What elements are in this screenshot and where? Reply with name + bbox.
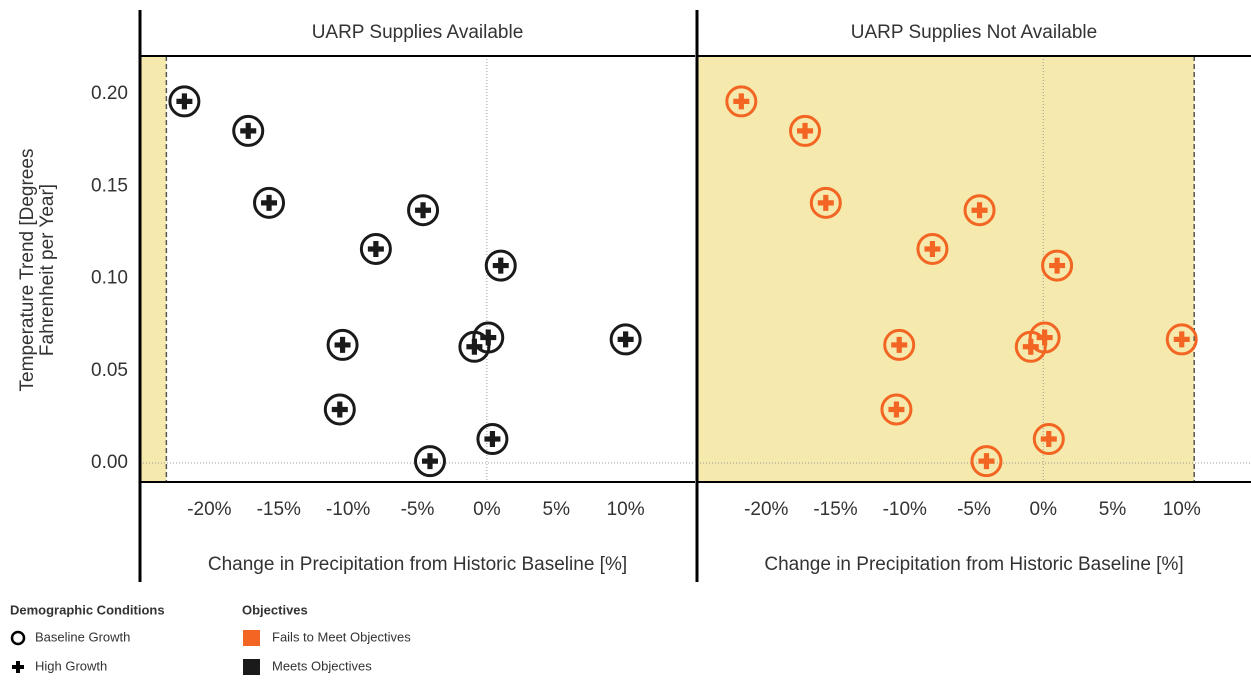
x-tick-label: 10% [607, 499, 645, 520]
plus-marker [1049, 257, 1066, 274]
plus-marker [240, 122, 257, 139]
panel-title: UARP Supplies Not Available [851, 22, 1097, 43]
circle-marker [963, 194, 996, 227]
circle-marker [970, 445, 1003, 478]
y-tick-label: 0.10 [91, 268, 128, 289]
circle-marker [916, 232, 949, 265]
y-tick-label: 0.15 [91, 175, 128, 196]
x-tick-label: -10% [326, 499, 370, 520]
plus-marker [176, 93, 193, 110]
x-tick-label: -5% [401, 499, 435, 520]
x-tick-label: -20% [187, 499, 231, 520]
plus-marker [1036, 329, 1053, 346]
circle-marker [168, 85, 201, 118]
circle-marker [883, 328, 916, 361]
x-tick-label: -10% [883, 499, 927, 520]
x-tick-label: 0% [1030, 499, 1058, 520]
legend-plus [12, 661, 24, 673]
circle-marker [609, 323, 642, 356]
panel-title: UARP Supplies Available [312, 22, 524, 43]
circle-marker [323, 393, 356, 426]
plus-marker [480, 329, 497, 346]
plus-marker [334, 336, 351, 353]
legend-circle [10, 630, 26, 646]
circle-marker [809, 186, 842, 219]
x-tick-label: -15% [257, 499, 301, 520]
circle-marker [472, 321, 505, 354]
plus-marker [797, 122, 814, 139]
plus-marker [331, 401, 348, 418]
circle-marker [407, 194, 440, 227]
circle-marker [725, 85, 758, 118]
plus-marker [733, 93, 750, 110]
circle-marker [1165, 323, 1198, 356]
legend-title: Demographic Conditions [10, 602, 165, 617]
circle-marker [232, 114, 265, 147]
threshold-shade [697, 56, 1195, 482]
legend-label: Baseline Growth [35, 629, 130, 644]
circle-marker [326, 328, 359, 361]
y-tick-label: 0.00 [91, 452, 128, 473]
circle-marker [880, 393, 913, 426]
plus-marker [367, 240, 384, 257]
circle-marker [413, 445, 446, 478]
plus-marker [415, 202, 432, 219]
plus-marker [891, 336, 908, 353]
circle-marker [359, 232, 392, 265]
x-tick-label: 5% [543, 499, 571, 520]
x-axis-label: Change in Precipitation from Historic Ba… [208, 554, 627, 575]
threshold-shade [140, 56, 167, 482]
circle-marker [484, 249, 517, 282]
circle-marker [789, 114, 822, 147]
legend-swatch [243, 659, 260, 675]
legend-swatch [243, 630, 260, 646]
x-tick-label: -5% [957, 499, 991, 520]
circle-marker [1032, 423, 1065, 456]
plus-marker [1173, 331, 1190, 348]
x-tick-label: -15% [813, 499, 857, 520]
circle-marker [476, 423, 509, 456]
plus-marker [421, 453, 438, 470]
x-tick-label: -20% [744, 499, 788, 520]
legend-title: Objectives [242, 602, 308, 617]
y-tick-label: 0.05 [91, 360, 128, 381]
y-axis-label: Fahrenheit per Year] [37, 184, 58, 356]
x-tick-label: 0% [473, 499, 501, 520]
legend-label: Meets Objectives [272, 658, 372, 673]
x-tick-label: 5% [1099, 499, 1127, 520]
circle-marker [253, 186, 286, 219]
circle-marker [1041, 249, 1074, 282]
plus-marker [924, 240, 941, 257]
plus-marker [484, 431, 501, 448]
plus-marker [492, 257, 509, 274]
y-axis-label: Temperature Trend [Degrees [17, 149, 38, 392]
plus-marker [978, 453, 995, 470]
plus-marker [1040, 431, 1057, 448]
plus-marker [617, 331, 634, 348]
plus-marker [971, 202, 988, 219]
plus-marker [817, 194, 834, 211]
circle-marker [1028, 321, 1061, 354]
legend-label: Fails to Meet Objectives [272, 629, 411, 644]
legend-label: High Growth [35, 658, 107, 673]
plus-marker [261, 194, 278, 211]
x-tick-label: 10% [1163, 499, 1201, 520]
plus-marker [1022, 338, 1039, 355]
plus-marker [888, 401, 905, 418]
x-axis-label: Change in Precipitation from Historic Ba… [764, 554, 1183, 575]
y-tick-label: 0.20 [91, 83, 128, 104]
plus-marker [466, 338, 483, 355]
